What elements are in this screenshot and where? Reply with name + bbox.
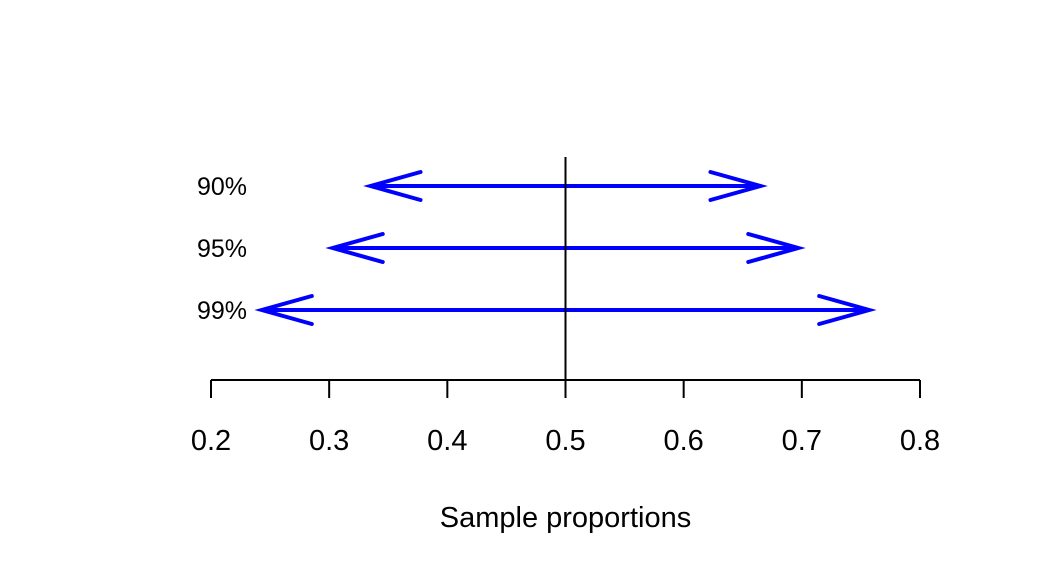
x-tick-label: 0.3 bbox=[309, 425, 349, 457]
x-tick-label: 0.7 bbox=[782, 425, 822, 457]
interval-label: 95% bbox=[197, 235, 247, 263]
arrowhead-left bbox=[363, 170, 423, 202]
arrowhead-right bbox=[708, 170, 768, 202]
arrowhead-left bbox=[325, 232, 385, 264]
x-tick-label: 0.5 bbox=[545, 425, 585, 457]
intervals-layer: 90% 95% 99% bbox=[197, 170, 877, 326]
x-tick-label: 0.8 bbox=[900, 425, 940, 457]
x-tick-label: 0.6 bbox=[664, 425, 704, 457]
arrowhead-right bbox=[746, 232, 806, 264]
arrowhead-right bbox=[817, 294, 877, 326]
arrowhead-left bbox=[254, 294, 314, 326]
interval-label: 90% bbox=[197, 173, 247, 201]
interval-90-arrow: 90% bbox=[197, 170, 768, 202]
x-tick-label: 0.4 bbox=[427, 425, 467, 457]
x-axis-title: Sample proportions bbox=[440, 502, 691, 534]
x-axis-ticks: 0.2 0.3 0.4 0.5 0.6 0.7 0.8 bbox=[191, 380, 940, 457]
interval-label: 99% bbox=[197, 297, 247, 325]
interval-95-arrow: 95% bbox=[197, 232, 806, 264]
x-tick-label: 0.2 bbox=[191, 425, 231, 457]
interval-99-arrow: 99% bbox=[197, 294, 877, 326]
